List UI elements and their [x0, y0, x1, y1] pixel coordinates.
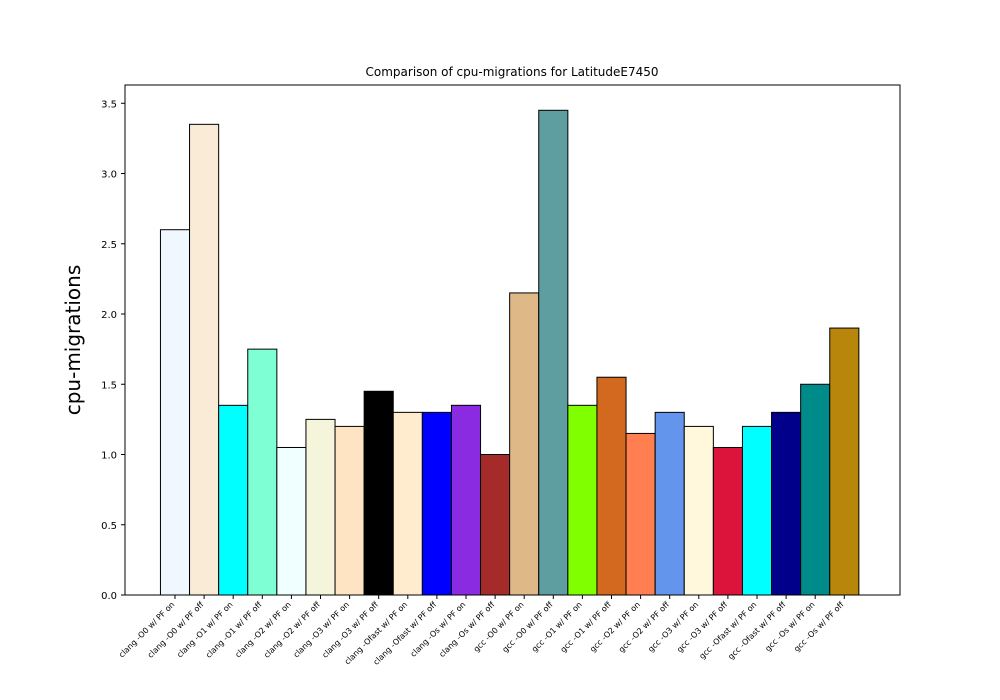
x-tick-label: gcc -O2 w/ PF off [617, 600, 672, 655]
bar [276, 446, 307, 596]
x-tick-label: gcc -Os w/ PF on [763, 600, 816, 653]
x-tick-label: clang -O3 w/ PF off [320, 600, 380, 660]
x-tick-label: clang -O2 w/ PF on [233, 600, 292, 659]
bar [625, 432, 656, 596]
bar [800, 383, 831, 596]
bar [480, 454, 511, 596]
x-tick-label: clang -O0 w/ PF off [146, 600, 206, 660]
y-tick-label: 3.0 [101, 170, 117, 181]
bars-group [159, 109, 860, 596]
bar [450, 404, 482, 596]
y-tick-label: 1.5 [101, 380, 117, 391]
chart-title: Comparison of cpu-migrations for Latitud… [366, 65, 659, 79]
y-tick-label: 0.5 [101, 521, 117, 532]
x-tick-label: gcc -O3 w/ PF on [646, 600, 700, 654]
bar [247, 348, 278, 596]
y-tick-label: 3.5 [101, 99, 117, 110]
bar [654, 411, 685, 596]
bar [741, 425, 773, 596]
x-tick-label: gcc -O1 w/ PF on [530, 600, 584, 654]
x-tick-label: gcc -O0 w/ PF on [472, 600, 526, 654]
x-tick-label: gcc -O2 w/ PF on [588, 600, 642, 654]
bar [421, 411, 452, 596]
bar [189, 123, 220, 596]
bar [712, 446, 743, 596]
x-tick-label: gcc -Ofast w/ PF on [698, 600, 759, 661]
bar [305, 418, 336, 596]
bar [538, 109, 569, 596]
y-axis-ticks: 0.0 0.5 1.0 1.5 2.0 2.5 3.0 3.5 [101, 99, 125, 602]
bar [392, 411, 423, 596]
bar [509, 292, 540, 596]
bar [771, 411, 802, 596]
x-tick-label: clang -O2 w/ PF off [262, 600, 322, 660]
x-tick-label: clang -O3 w/ PF on [292, 600, 351, 659]
x-tick-label: clang -Os w/ PF on [409, 600, 468, 659]
x-tick-label: gcc -Os w/ PF off [792, 600, 846, 654]
x-tick-label: clang -O1 w/ PF on [175, 600, 234, 659]
bar [596, 376, 627, 596]
y-tick-label: 0.0 [101, 591, 117, 602]
bar [567, 404, 598, 596]
y-tick-label: 2.5 [101, 240, 117, 251]
x-tick-label: clang -O1 w/ PF off [204, 600, 264, 660]
plot-frame [124, 84, 901, 596]
y-tick-label: 1.0 [101, 451, 117, 462]
bar [159, 229, 191, 596]
bar [334, 425, 365, 596]
bar [218, 404, 249, 596]
bar [363, 390, 394, 596]
x-tick-label: clang -Os w/ PF off [437, 600, 496, 659]
x-tick-label: clang -O0 w/ PF on [117, 600, 176, 659]
y-axis-label: cpu-migrations [61, 265, 85, 416]
x-tick-label: gcc -O0 w/ PF off [501, 600, 556, 655]
y-tick-label: 2.0 [101, 310, 117, 321]
x-tick-label: gcc -O1 w/ PF off [559, 600, 614, 655]
bar [829, 327, 860, 596]
bar [683, 425, 714, 596]
x-tick-label: gcc -O3 w/ PF off [675, 600, 730, 655]
